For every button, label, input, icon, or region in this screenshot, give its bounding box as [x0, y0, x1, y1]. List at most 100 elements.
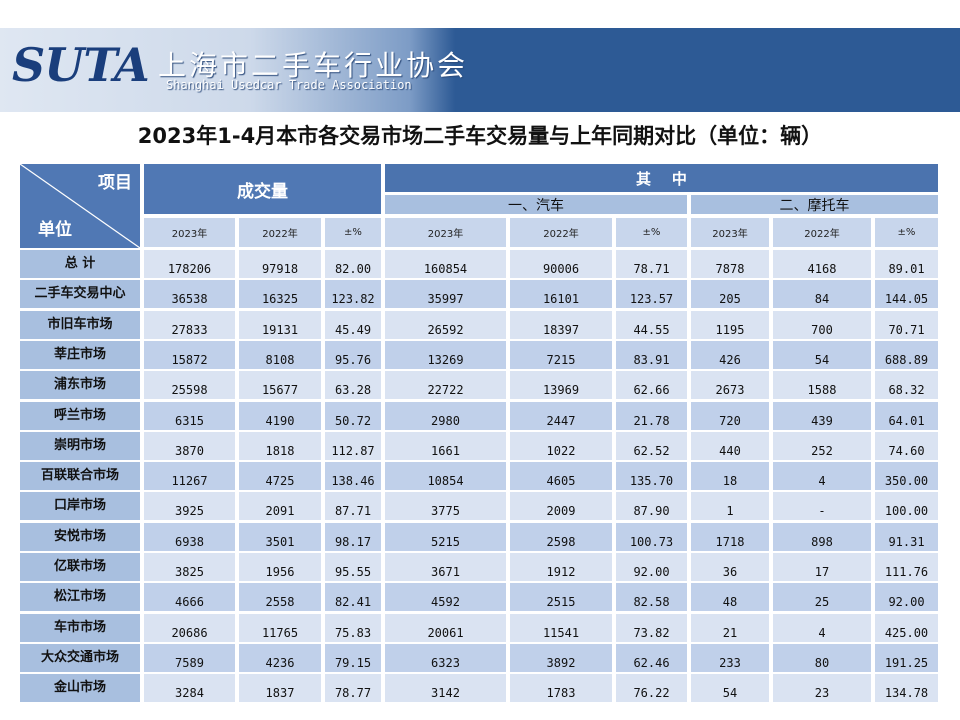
- table-cell: 350.00: [875, 462, 938, 490]
- table-cell: 35997: [385, 280, 506, 308]
- table-cell: 898: [773, 523, 871, 551]
- table-cell: 79.15: [325, 644, 381, 672]
- table-cell: 70.71: [875, 311, 938, 339]
- row-label: 车市市场: [20, 614, 140, 642]
- row-label: 亿联市场: [20, 553, 140, 581]
- table-cell: 3775: [385, 492, 506, 520]
- table-cell: 15872: [144, 341, 235, 369]
- table-cell: 62.66: [616, 371, 687, 399]
- table-cell: 78.77: [325, 674, 381, 702]
- moto-header-label: 二、摩托车: [779, 197, 850, 214]
- diagonal-divider: [20, 164, 140, 248]
- table-cell: 36538: [144, 280, 235, 308]
- table-cell: 90006: [510, 250, 612, 278]
- table-cell: 439: [773, 402, 871, 430]
- table-cell: 74.60: [875, 432, 938, 460]
- corner-header: 项目 单位: [20, 164, 140, 248]
- table-cell: 73.82: [616, 614, 687, 642]
- table-cell: 63.28: [325, 371, 381, 399]
- row-label: 口岸市场: [20, 492, 140, 520]
- table-cell: 62.46: [616, 644, 687, 672]
- table-cell: 19131: [239, 311, 321, 339]
- table-cell: 21: [691, 614, 769, 642]
- year-header-cell: 2023年: [144, 218, 235, 247]
- table-cell: 54: [691, 674, 769, 702]
- table-cell: 1837: [239, 674, 321, 702]
- table-cell: 20686: [144, 614, 235, 642]
- car-header: 一、汽车: [385, 195, 687, 214]
- table-cell: 252: [773, 432, 871, 460]
- row-label: 大众交通市场: [20, 644, 140, 672]
- table-cell: 1818: [239, 432, 321, 460]
- table-cell: 100.73: [616, 523, 687, 551]
- table-cell: 4168: [773, 250, 871, 278]
- table-cell: 8108: [239, 341, 321, 369]
- table-cell: 426: [691, 341, 769, 369]
- row-label: 百联联合市场: [20, 462, 140, 490]
- row-label: 金山市场: [20, 674, 140, 702]
- table-cell: 20061: [385, 614, 506, 642]
- table-cell: 87.90: [616, 492, 687, 520]
- table-cell: 2447: [510, 402, 612, 430]
- table-cell: 134.78: [875, 674, 938, 702]
- table-cell: 700: [773, 311, 871, 339]
- row-label: 二手车交易中心: [20, 280, 140, 308]
- org-name-cn: 上海市二手车行业协会: [158, 49, 469, 82]
- table-cell: 6315: [144, 402, 235, 430]
- table-cell: 4: [773, 614, 871, 642]
- table-cell: 83.91: [616, 341, 687, 369]
- table-cell: 82.00: [325, 250, 381, 278]
- table-cell: 1195: [691, 311, 769, 339]
- table-cell: 7589: [144, 644, 235, 672]
- table-cell: 100.00: [875, 492, 938, 520]
- table-cell: 1718: [691, 523, 769, 551]
- table-cell: 1588: [773, 371, 871, 399]
- table-cell: -: [773, 492, 871, 520]
- table-cell: 22722: [385, 371, 506, 399]
- row-label: 松江市场: [20, 583, 140, 611]
- table-cell: 3501: [239, 523, 321, 551]
- table-cell: 3671: [385, 553, 506, 581]
- table-cell: 1956: [239, 553, 321, 581]
- table-cell: 205: [691, 280, 769, 308]
- table-cell: 26592: [385, 311, 506, 339]
- table-cell: 18: [691, 462, 769, 490]
- table-cell: 178206: [144, 250, 235, 278]
- table-cell: 144.05: [875, 280, 938, 308]
- of-which-header: 其 中: [385, 164, 938, 192]
- table-cell: 2515: [510, 583, 612, 611]
- year-header-cell: 2022年: [510, 218, 612, 247]
- association-logo: [0, 28, 455, 112]
- table-cell: 4605: [510, 462, 612, 490]
- row-label: 总 计: [20, 250, 140, 278]
- table-cell: 64.01: [875, 402, 938, 430]
- table-cell: 44.55: [616, 311, 687, 339]
- table-cell: 112.87: [325, 432, 381, 460]
- corner-unit-label: 单位: [38, 220, 72, 240]
- table-cell: 1022: [510, 432, 612, 460]
- table-cell: 80: [773, 644, 871, 672]
- year-header-cell: 2023年: [385, 218, 506, 247]
- table-cell: 15677: [239, 371, 321, 399]
- table-cell: 2598: [510, 523, 612, 551]
- table-cell: 3825: [144, 553, 235, 581]
- year-header-cell: ±%: [616, 218, 687, 247]
- org-name-en: Shanghai Usedcar Trade Association: [166, 78, 412, 92]
- table-cell: 82.58: [616, 583, 687, 611]
- of-which-label: 其 中: [636, 169, 687, 188]
- corner-item-label: 项目: [98, 173, 132, 193]
- table-cell: 4190: [239, 402, 321, 430]
- table-cell: 111.76: [875, 553, 938, 581]
- table-cell: 95.76: [325, 341, 381, 369]
- table-cell: 135.70: [616, 462, 687, 490]
- table-cell: 4725: [239, 462, 321, 490]
- year-header-cell: ±%: [875, 218, 938, 247]
- table-cell: 688.89: [875, 341, 938, 369]
- table-cell: 1: [691, 492, 769, 520]
- logo-suta-text: SUTA: [12, 38, 150, 92]
- row-label: 崇明市场: [20, 432, 140, 460]
- table-cell: 48: [691, 583, 769, 611]
- table-cell: 54: [773, 341, 871, 369]
- volume-header: 成交量: [144, 164, 381, 214]
- table-cell: 425.00: [875, 614, 938, 642]
